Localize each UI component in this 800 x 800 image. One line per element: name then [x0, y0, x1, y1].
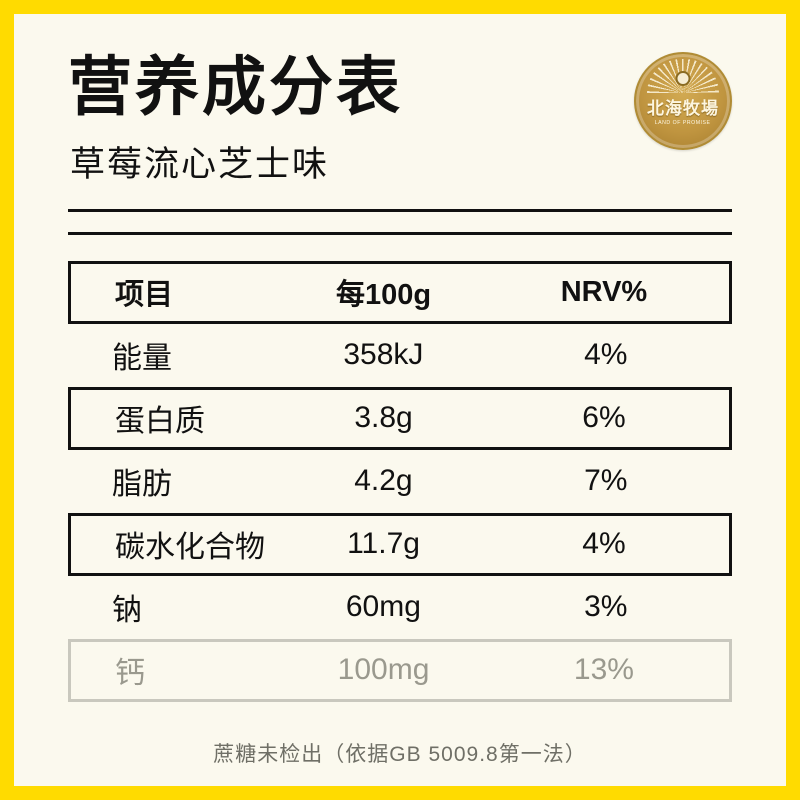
value-cell: 358kJ [343, 338, 424, 372]
header-item: 项目 [115, 279, 174, 312]
value-cell: 100mg [337, 653, 430, 687]
header-per100g: 每100g [335, 279, 432, 312]
value-cell: 3.8g [354, 401, 413, 435]
item-cell: 碳水化合物 [115, 531, 265, 565]
nutrition-table: 项目 每100g NRV% 能量 358kJ 4% 蛋白质 3.8g 6% 脂肪… [68, 260, 732, 702]
divider-bottom [68, 231, 732, 235]
sun-icon [675, 71, 691, 86]
brand-logo: 北海牧場 LAND OF PROMISE [634, 52, 732, 150]
item-cell: 能量 [112, 342, 172, 376]
page-subtitle: 草莓流心芝士味 [70, 144, 330, 184]
header-nrv: NRV% [560, 275, 648, 308]
brand-name: 北海牧場 [647, 99, 719, 118]
item-cell: 蛋白质 [115, 405, 205, 439]
item-cell: 钙 [115, 657, 145, 691]
title-block: 营养成分表 草莓流心芝士味 [68, 51, 403, 187]
nutrition-panel: 营养成分表 草莓流心芝士味 北海牧場 LAND OF PROMISE 项目 每1… [14, 14, 786, 786]
table-row: 碳水化合物 11.7g 4% [68, 512, 732, 576]
page-title: 营养成分表 [68, 51, 403, 123]
value-cell: 4.2g [354, 464, 413, 498]
footnote: 蔗糖未检出（依据GB 5009.8第一法） [213, 742, 587, 766]
nrv-cell: 3% [584, 590, 628, 624]
nrv-cell: 7% [584, 464, 628, 498]
table-header-row: 项目 每100g NRV% [68, 260, 732, 324]
table-row: 能量 358kJ 4% [68, 324, 732, 387]
nrv-cell: 4% [584, 338, 628, 372]
value-cell: 60mg [345, 590, 421, 624]
table-row: 钙 100mg 13% [68, 638, 732, 702]
brand-tagline: LAND OF PROMISE [655, 120, 711, 126]
value-cell: 11.7g [347, 527, 420, 561]
divider-top [68, 208, 732, 212]
item-cell: 钠 [112, 594, 142, 628]
nrv-cell: 4% [582, 527, 626, 561]
table-row: 脂肪 4.2g 7% [68, 450, 732, 513]
label-header: 营养成分表 草莓流心芝士味 北海牧場 LAND OF PROMISE [68, 14, 732, 187]
table-row: 蛋白质 3.8g 6% [68, 386, 732, 450]
nrv-cell: 6% [582, 401, 626, 435]
table-row: 钠 60mg 3% [68, 576, 732, 639]
nrv-cell: 13% [573, 653, 634, 687]
item-cell: 脂肪 [112, 468, 172, 502]
panel-content: 营养成分表 草莓流心芝士味 北海牧場 LAND OF PROMISE 项目 每1… [14, 14, 786, 768]
